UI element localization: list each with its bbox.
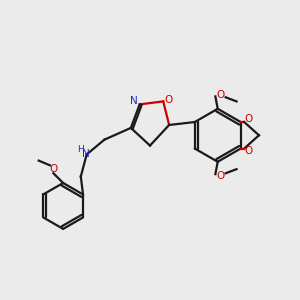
Text: O: O bbox=[244, 114, 253, 124]
Text: O: O bbox=[244, 146, 253, 157]
Text: O: O bbox=[216, 90, 224, 100]
Text: H: H bbox=[77, 145, 84, 154]
Text: O: O bbox=[49, 164, 58, 174]
Text: N: N bbox=[130, 96, 138, 106]
Text: O: O bbox=[216, 171, 224, 181]
Text: N: N bbox=[82, 149, 90, 159]
Text: O: O bbox=[164, 95, 172, 105]
